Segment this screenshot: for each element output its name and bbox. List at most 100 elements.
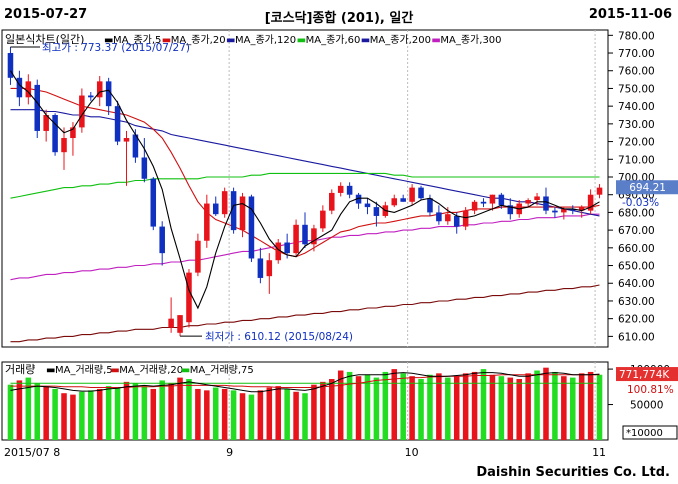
volume-bar xyxy=(159,380,165,440)
volume-bar xyxy=(382,371,389,440)
candle-body xyxy=(364,203,371,208)
legend-label: MA_거래량,5 xyxy=(55,364,113,376)
volume-bar xyxy=(427,374,433,440)
volume-value-label: 771,774K xyxy=(619,369,670,381)
candle-body xyxy=(400,198,406,202)
candle-body xyxy=(293,224,299,254)
volume-bar xyxy=(168,383,174,440)
volume-bar xyxy=(418,379,424,440)
volume-bar xyxy=(16,380,23,440)
candle-body xyxy=(346,185,353,195)
volume-bar xyxy=(88,390,94,440)
volume-panel-title: 거래량 xyxy=(5,363,35,376)
x-tick-label: 11 xyxy=(592,446,606,459)
volume-bar xyxy=(320,381,326,440)
candle-body xyxy=(105,81,112,107)
volume-bar xyxy=(61,393,67,440)
volume-bar xyxy=(7,384,14,440)
y-tick-label: 640.00 xyxy=(618,278,655,290)
candle-body xyxy=(141,157,148,179)
candle-body xyxy=(88,95,94,98)
volume-bar xyxy=(195,388,201,440)
candle-body xyxy=(96,81,103,98)
candle-body xyxy=(239,196,246,231)
volume-bar xyxy=(373,377,380,440)
candle-body xyxy=(150,178,157,227)
volume-bar xyxy=(132,383,139,440)
candle-body xyxy=(391,198,398,206)
candle-body xyxy=(212,203,219,215)
candle-body xyxy=(79,95,85,128)
max-annotation: 최고가 : 773.37 (2015/07/27) xyxy=(42,42,190,54)
volume-bar xyxy=(25,377,32,440)
volume-bar xyxy=(293,391,299,440)
volume-bar xyxy=(177,377,183,440)
x-tick-label: 2015/07 8 xyxy=(4,446,60,459)
volume-bar xyxy=(284,388,290,440)
volume-bar xyxy=(79,391,85,440)
candle-body xyxy=(552,210,558,213)
end-date: 2015-11-06 xyxy=(588,7,672,22)
legend-label: MA_거래량,20 xyxy=(119,364,183,376)
price-panel-title: 일본식차트(일간) xyxy=(5,32,84,46)
y-tick-label: 740.00 xyxy=(618,101,655,113)
volume-bar xyxy=(462,373,469,440)
legend-marker: ▬ xyxy=(297,35,306,46)
vol-unit-label: *10000 xyxy=(626,428,663,439)
volume-bar xyxy=(311,384,317,440)
candle-body xyxy=(177,315,183,333)
candle-body xyxy=(248,196,255,259)
candle-body xyxy=(284,242,290,254)
y-tick-label: 760.00 xyxy=(618,66,655,78)
volume-bar xyxy=(364,374,371,440)
volume-bar xyxy=(230,390,237,440)
volume-bar xyxy=(409,376,415,440)
candle-body xyxy=(578,207,585,211)
candle-body xyxy=(168,318,174,328)
price-panel-frame xyxy=(1,29,609,348)
volume-percent-label: 100.81% xyxy=(627,384,674,396)
candle-body xyxy=(569,208,576,211)
volume-bar xyxy=(471,371,478,440)
volume-bar xyxy=(525,373,531,440)
candle-body xyxy=(61,138,67,153)
legend-label: MA_종가,5 xyxy=(113,34,161,46)
legend-label: MA_거래량,75 xyxy=(190,364,254,376)
volume-bar xyxy=(578,373,585,440)
candle-body xyxy=(507,205,514,215)
legend-label: MA_종가,200 xyxy=(370,34,431,46)
x-tick-label: 9 xyxy=(226,446,233,459)
footer-brand: Daishin Securities Co. Ltd. xyxy=(476,465,670,480)
legend-marker: ▬ xyxy=(162,35,171,46)
change-label: -0.03% xyxy=(622,197,659,209)
candle-body xyxy=(52,115,58,153)
volume-bar xyxy=(70,394,76,440)
legend-label: MA_종가,20 xyxy=(171,34,226,46)
vol-unit-box xyxy=(622,425,678,440)
y-tick-label: 750.00 xyxy=(618,83,655,95)
y-tick-label: 730.00 xyxy=(618,119,655,131)
volume-bar xyxy=(266,387,273,440)
volume-bar xyxy=(123,381,130,440)
volume-bar xyxy=(141,386,148,440)
ma5-line xyxy=(10,70,600,310)
y-tick-label: 610.00 xyxy=(618,331,655,343)
volume-bar xyxy=(257,390,264,440)
volume-bar xyxy=(391,369,398,440)
legend-marker: ▬ xyxy=(431,35,440,46)
legend-marker: ▬ xyxy=(361,35,370,46)
candle-body xyxy=(480,201,487,204)
volume-bar xyxy=(489,374,496,440)
volume-bar xyxy=(587,371,594,440)
volume-bar xyxy=(114,387,121,440)
volume-bar xyxy=(337,370,344,440)
candle-body xyxy=(498,194,505,206)
candle-body xyxy=(337,185,344,193)
volume-bar xyxy=(436,373,442,440)
volume-bar xyxy=(498,376,505,440)
legend-marker: ▬ xyxy=(104,35,113,46)
candle-body xyxy=(266,260,273,277)
candle-body xyxy=(427,198,433,213)
candle-body xyxy=(132,134,139,158)
